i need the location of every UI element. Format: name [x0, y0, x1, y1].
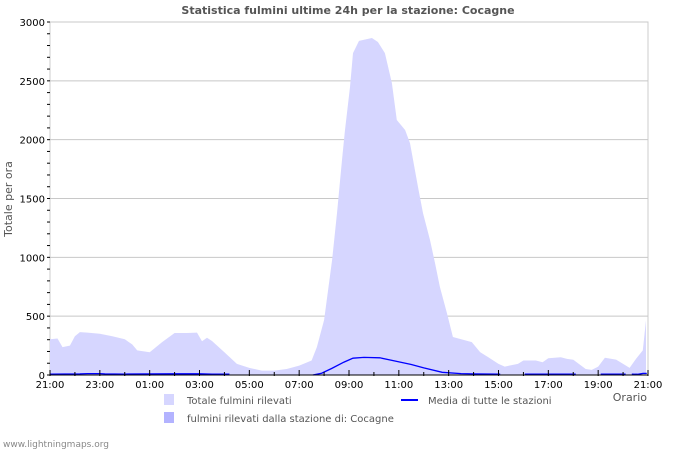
- y-tick-label: 2000: [20, 136, 45, 147]
- x-tick-label: 09:00: [335, 380, 364, 391]
- chart-title: Statistica fulmini ultime 24h per la sta…: [181, 4, 514, 17]
- legend-label-total: Totale fulmini rilevati: [186, 396, 292, 407]
- average-line-segment: [312, 356, 501, 376]
- y-tick-label: 500: [26, 312, 45, 323]
- x-tick-label: 11:00: [384, 380, 413, 391]
- legend: Totale fulmini rilevati fulmini rilevati…: [164, 394, 552, 425]
- y-axis-label: Totale per ora: [2, 161, 15, 238]
- legend-label-station: fulmini rilevati dalla stazione di: Coca…: [187, 414, 394, 425]
- legend-label-average: Media di tutte le stazioni: [428, 396, 552, 407]
- x-tick-label: 15:00: [484, 380, 513, 391]
- footer-credit: www.lightningmaps.org: [3, 440, 109, 450]
- y-tick-label: 1500: [20, 195, 45, 206]
- x-tick-label: 13:00: [434, 380, 463, 391]
- x-tick-label: 07:00: [285, 380, 314, 391]
- x-axis-label: Orario: [613, 391, 648, 404]
- y-tick-label: 2500: [20, 77, 45, 88]
- average-line-segment: [631, 372, 647, 375]
- x-tick-label: 17:00: [534, 380, 563, 391]
- x-tick-label: 05:00: [235, 380, 264, 391]
- y-tick-label: 3000: [20, 18, 45, 29]
- average-line-segment: [49, 372, 230, 375]
- x-tick-label: 21:00: [36, 380, 65, 391]
- y-tick-label: 1000: [20, 253, 45, 264]
- legend-swatch-station: [164, 412, 174, 423]
- x-tick-label: 19:00: [584, 380, 613, 391]
- x-tick-label: 23:00: [85, 380, 114, 391]
- x-tick-label: 21:00: [634, 380, 663, 391]
- area-series-0: [50, 38, 647, 375]
- legend-swatch-total: [164, 394, 174, 405]
- x-tick-label: 01:00: [135, 380, 164, 391]
- y-tick-label: 0: [39, 371, 45, 382]
- x-tick-label: 03:00: [185, 380, 214, 391]
